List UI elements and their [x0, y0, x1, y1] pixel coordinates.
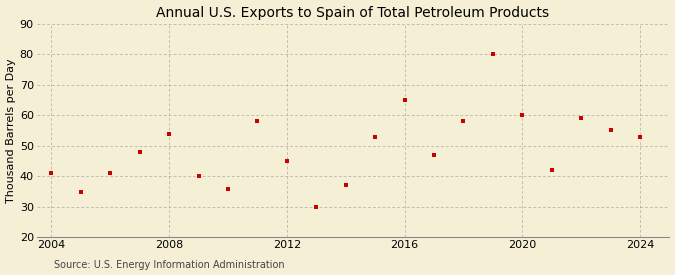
Point — [193, 174, 204, 178]
Point — [46, 171, 57, 175]
Y-axis label: Thousand Barrels per Day: Thousand Barrels per Day — [5, 58, 16, 203]
Point — [163, 131, 174, 136]
Point — [576, 116, 587, 120]
Point — [634, 134, 645, 139]
Point — [134, 150, 145, 154]
Point — [105, 171, 115, 175]
Point — [517, 113, 528, 117]
Point — [76, 189, 86, 194]
Text: Source: U.S. Energy Information Administration: Source: U.S. Energy Information Administ… — [54, 260, 285, 270]
Point — [223, 186, 234, 191]
Point — [311, 205, 322, 209]
Title: Annual U.S. Exports to Spain of Total Petroleum Products: Annual U.S. Exports to Spain of Total Pe… — [157, 6, 549, 20]
Point — [487, 52, 498, 56]
Point — [399, 98, 410, 102]
Point — [281, 159, 292, 163]
Point — [605, 128, 616, 133]
Point — [252, 119, 263, 123]
Point — [458, 119, 469, 123]
Point — [370, 134, 381, 139]
Point — [340, 183, 351, 188]
Point — [546, 168, 557, 172]
Point — [429, 153, 439, 157]
